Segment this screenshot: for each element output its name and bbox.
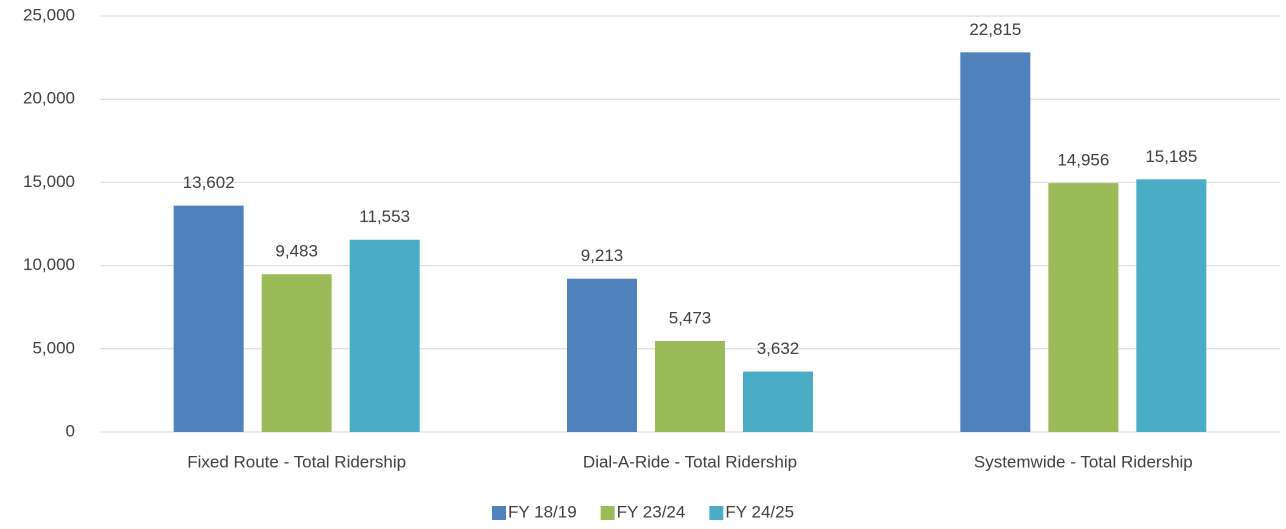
legend-label: FY 24/25 [725,502,794,521]
data-label: 5,473 [669,308,712,327]
x-tick-label: Systemwide - Total Ridership [974,452,1193,471]
bar [960,52,1031,432]
data-label: 11,553 [359,207,410,226]
bar [743,371,813,432]
data-label: 9,483 [275,242,318,261]
legend-swatch [491,506,506,520]
data-label: 9,213 [581,246,624,265]
x-tick-label: Fixed Route - Total Ridership [187,452,406,471]
bar [1136,179,1207,432]
legend-swatch [600,506,615,520]
y-tick-label: 15,000 [23,172,75,191]
y-tick-label: 10,000 [23,255,75,274]
legend-label: FY 23/24 [617,502,686,521]
legend-label: FY 18/19 [508,502,577,521]
y-tick-label: 20,000 [23,89,75,108]
y-tick-label: 0 [66,421,75,440]
bar [349,239,420,432]
legend-swatch [709,506,724,520]
x-tick-label: Dial-A-Ride - Total Ridership [583,452,797,471]
data-label: 22,815 [969,20,1021,39]
bar [261,274,332,432]
bar [1048,183,1119,432]
bar [173,205,244,432]
data-label: 14,956 [1057,151,1109,170]
data-label: 15,185 [1145,147,1197,166]
y-tick-label: 5,000 [32,338,75,357]
data-label: 3,632 [757,339,800,358]
data-label: 13,602 [183,173,235,192]
bar [655,340,725,432]
y-tick-label: 25,000 [23,5,75,24]
bar [567,278,637,432]
